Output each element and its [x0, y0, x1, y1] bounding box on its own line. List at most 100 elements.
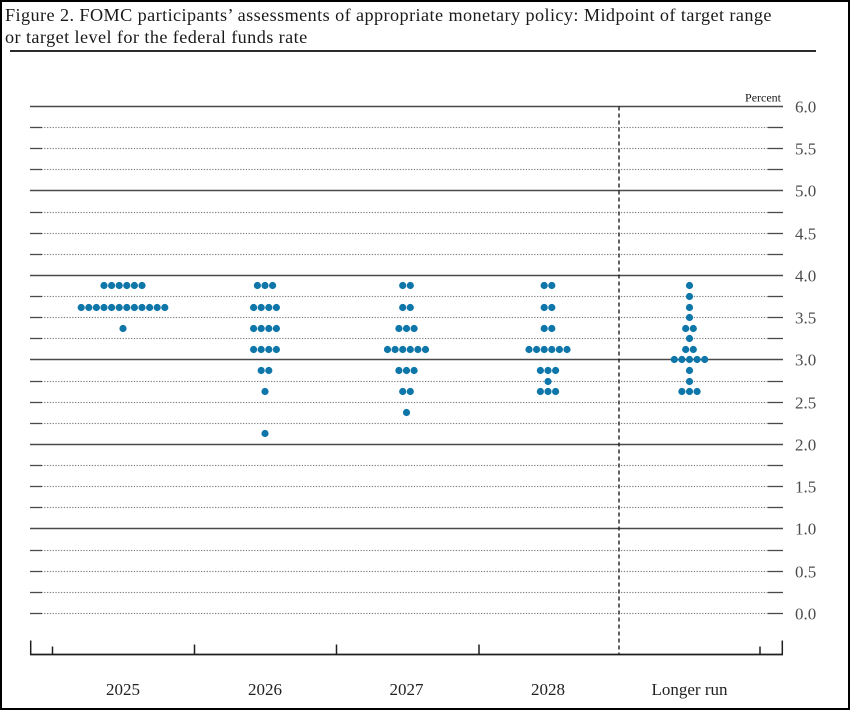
participant-dot: [399, 281, 407, 290]
participant-dot: [525, 345, 533, 354]
participant-dot: [701, 355, 709, 364]
participant-dot: [548, 324, 556, 333]
participant-dot: [100, 303, 108, 312]
participant-dot: [685, 313, 694, 322]
participant-dot: [115, 303, 123, 312]
participant-dot: [536, 387, 545, 396]
y-axis-label: 6.0: [795, 98, 816, 117]
participant-dot: [161, 303, 169, 312]
participant-dot: [682, 345, 690, 354]
participant-dot: [399, 345, 407, 354]
participant-dot: [272, 324, 280, 333]
participant-dot: [153, 303, 161, 312]
participant-dot: [402, 324, 411, 333]
participant-dot: [138, 303, 146, 312]
y-axis-label: 3.5: [795, 309, 816, 328]
participant-dot: [544, 387, 552, 396]
participant-dot: [552, 366, 560, 375]
participant-dot: [540, 303, 548, 312]
dot-column: [383, 281, 430, 417]
y-axis-label: 0.0: [795, 605, 816, 624]
participant-dot: [540, 324, 548, 333]
participant-dot: [544, 377, 552, 386]
participant-dot: [406, 303, 414, 312]
y-axis-label: 2.5: [795, 394, 816, 413]
participant-dot: [685, 303, 694, 312]
participant-dot: [119, 324, 127, 333]
participant-dot: [92, 303, 100, 312]
participant-dot: [77, 303, 85, 312]
participant-dot: [146, 303, 154, 312]
y-axis-label: 1.5: [795, 478, 816, 497]
y-axis-label: 4.5: [795, 225, 816, 244]
participant-dot: [685, 377, 694, 386]
participant-dot: [544, 366, 552, 375]
participant-dot: [395, 324, 403, 333]
participant-dot: [272, 303, 280, 312]
participant-dot: [678, 355, 686, 364]
participant-dot: [678, 387, 686, 396]
participant-dot: [540, 345, 548, 354]
participant-dot: [123, 281, 131, 290]
dot-column: [670, 281, 709, 396]
participant-dot: [265, 345, 273, 354]
participant-dot: [689, 345, 697, 354]
participant-dot: [421, 345, 430, 354]
dot-column: [77, 281, 169, 333]
participant-dot: [410, 324, 418, 333]
participant-dot: [123, 303, 131, 312]
participant-dot: [693, 355, 701, 364]
participant-dot: [406, 387, 414, 396]
participant-dot: [272, 345, 280, 354]
x-axis-label: 2027: [390, 680, 425, 699]
participant-dot: [250, 303, 258, 312]
participant-dot: [689, 324, 697, 333]
participant-dot: [685, 281, 694, 290]
participant-dot: [406, 345, 414, 354]
figure-title-line2: or target level for the federal funds ra…: [5, 26, 308, 47]
y-axis-unit-label: Percent: [745, 91, 782, 105]
participant-dot: [130, 303, 138, 312]
title-rule: [10, 50, 816, 52]
participant-dot: [130, 281, 138, 290]
participant-dot: [257, 303, 265, 312]
participant-dot: [253, 281, 261, 290]
participant-dot: [399, 303, 407, 312]
dot-column: [525, 281, 571, 396]
participant-dot: [265, 324, 273, 333]
y-axis-label: 3.0: [795, 351, 816, 370]
x-axis-label: 2026: [248, 680, 282, 699]
participant-dot: [548, 345, 556, 354]
participant-dot: [85, 303, 93, 312]
participant-dot: [138, 281, 146, 290]
participant-dot: [548, 303, 556, 312]
participant-dot: [108, 303, 116, 312]
participant-dot: [257, 366, 265, 375]
participant-dot: [108, 281, 116, 290]
participant-dot: [563, 345, 571, 354]
y-axis-label: 5.5: [795, 140, 816, 159]
participant-dot: [410, 366, 418, 375]
participant-dot: [685, 292, 694, 301]
participant-dot: [536, 366, 545, 375]
x-axis-label: Longer run: [651, 680, 728, 699]
participant-dot: [682, 324, 690, 333]
participant-dot: [261, 429, 269, 438]
participant-dot: [100, 281, 108, 290]
participant-dot: [391, 345, 399, 354]
x-axis-label: 2025: [106, 680, 140, 699]
participant-dot: [250, 324, 258, 333]
y-axis-label: 2.0: [795, 436, 816, 455]
figure-title: Figure 2. FOMC participants’ assessments…: [5, 5, 835, 48]
participant-dot: [257, 324, 265, 333]
participant-dot: [269, 281, 277, 290]
participant-dot: [685, 387, 694, 396]
x-axis-label: 2028: [531, 680, 565, 699]
y-axis-label: 1.0: [795, 520, 816, 539]
y-axis-label: 5.0: [795, 182, 816, 201]
participant-dot: [402, 408, 411, 417]
participant-dot: [257, 345, 265, 354]
participant-dot: [402, 366, 411, 375]
